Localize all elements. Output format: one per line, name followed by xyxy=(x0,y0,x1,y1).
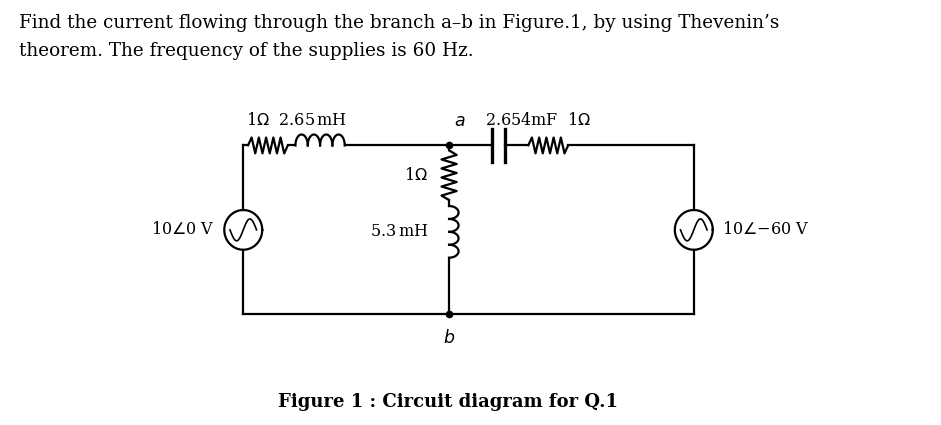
Text: 2.654mF  1$\Omega$: 2.654mF 1$\Omega$ xyxy=(485,111,591,128)
Text: $a$: $a$ xyxy=(454,113,465,130)
Text: $b$: $b$ xyxy=(443,329,455,347)
Text: 5.3$\,$mH: 5.3$\,$mH xyxy=(370,224,428,241)
Text: Figure 1 : Circuit diagram for Q.1: Figure 1 : Circuit diagram for Q.1 xyxy=(278,393,617,411)
Text: 1$\Omega$: 1$\Omega$ xyxy=(405,167,428,184)
Text: 10$\angle$$-$60 V: 10$\angle$$-$60 V xyxy=(723,221,809,238)
Text: Find the current flowing through the branch a–b in Figure.1, by using Thevenin’s: Find the current flowing through the bra… xyxy=(19,14,779,60)
Text: 1$\Omega$  2.65$\,$mH: 1$\Omega$ 2.65$\,$mH xyxy=(246,111,347,128)
Text: 10$\angle$0 V: 10$\angle$0 V xyxy=(152,221,215,238)
